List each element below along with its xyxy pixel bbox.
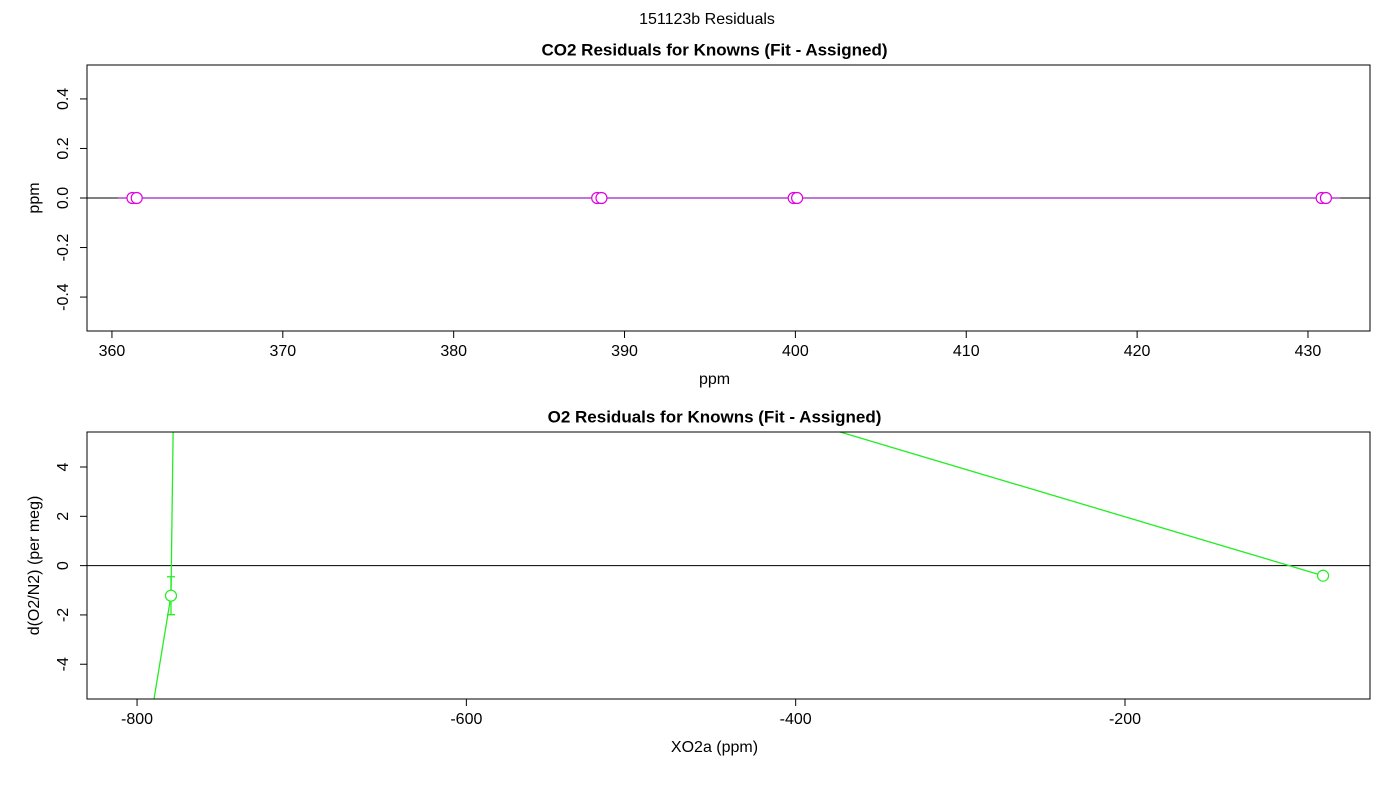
x-tick-label: -200 <box>1109 711 1141 728</box>
point <box>1319 191 1333 205</box>
y-tick-label: -2 <box>55 608 72 622</box>
plot-area <box>87 191 1370 205</box>
x-tick-label: 360 <box>99 343 126 360</box>
y-tick-label: -4 <box>55 657 72 671</box>
x-axis-label: XO2a (ppm) <box>671 739 758 756</box>
plot-frame <box>86 64 1371 332</box>
point <box>130 191 143 205</box>
point <box>1316 569 1330 582</box>
x-tick-label: -400 <box>780 711 812 728</box>
x-tick-label: -800 <box>121 711 153 728</box>
y-tick-label: 4 <box>55 462 72 471</box>
x-tick-label: 430 <box>1295 343 1322 360</box>
x-tick-label: 420 <box>1124 343 1151 360</box>
plot-area <box>87 432 1370 699</box>
x-tick-label: 400 <box>782 343 809 360</box>
x-tick-label: 380 <box>440 343 467 360</box>
point <box>595 191 608 205</box>
x-tick-label: -600 <box>450 711 482 728</box>
y-axis-label: ppm <box>26 182 43 213</box>
plot-frame <box>86 431 1371 700</box>
x-axis-label: ppm <box>699 371 730 388</box>
x-tick-label: 370 <box>269 343 296 360</box>
chart-title: O2 Residuals for Knowns (Fit - Assigned) <box>548 407 882 426</box>
y-tick-label: 0.0 <box>55 187 72 209</box>
x-tick-label: 410 <box>953 343 980 360</box>
y-axis-label: d(O2/N2) (per meg) <box>26 496 43 636</box>
y-tick-label: 2 <box>55 512 72 521</box>
y-tick-label: -0.2 <box>55 234 72 262</box>
point <box>791 191 804 205</box>
x-tick-label: 390 <box>611 343 638 360</box>
y-tick-label: 0.2 <box>55 137 72 159</box>
point <box>164 589 178 602</box>
y-tick-label: 0.4 <box>55 88 72 110</box>
y-tick-label: -0.4 <box>55 283 72 311</box>
chart-title: CO2 Residuals for Knowns (Fit - Assigned… <box>541 40 887 59</box>
figure-title: 151123b Residuals <box>639 11 775 28</box>
y-tick-label: 0 <box>55 561 72 570</box>
line <box>839 432 1324 577</box>
